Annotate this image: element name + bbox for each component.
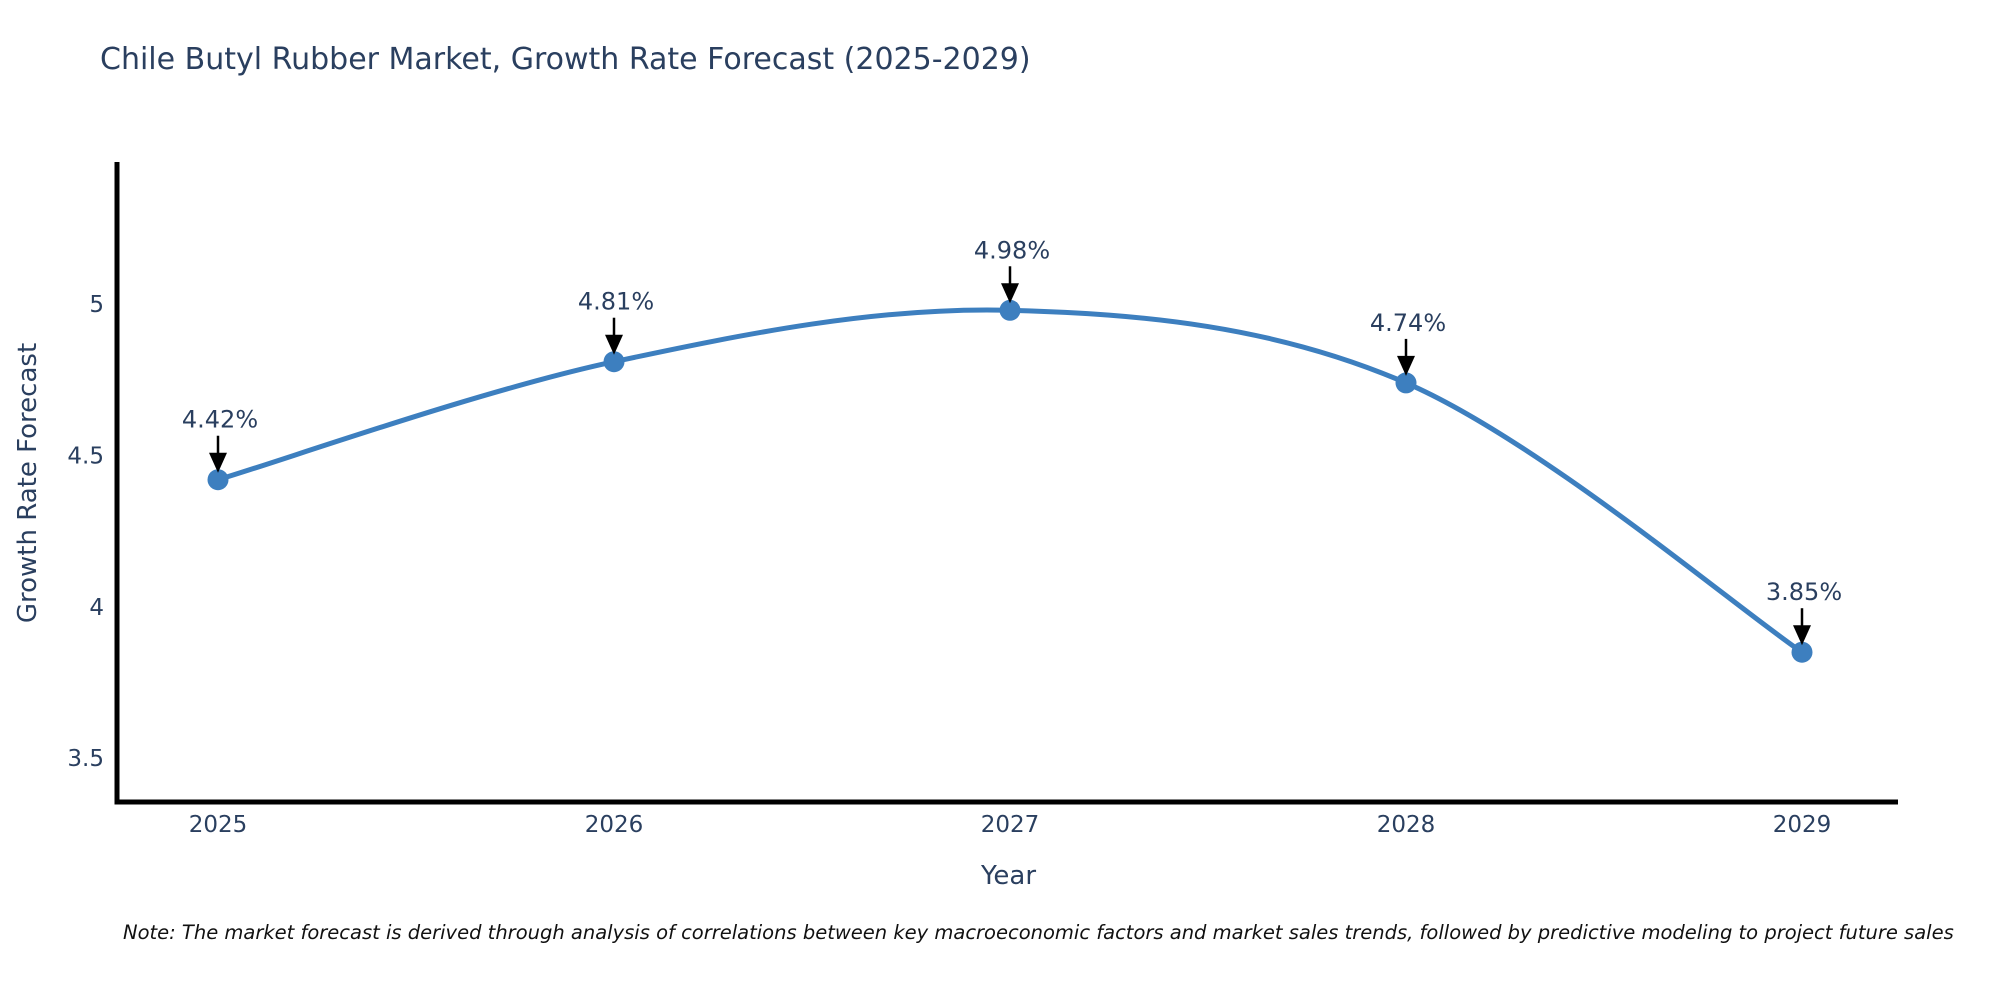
annotation-arrow-head bbox=[209, 452, 227, 473]
x-tick-label: 2028 bbox=[1377, 812, 1436, 838]
series-line bbox=[215, 307, 1805, 655]
data-point bbox=[1791, 641, 1813, 663]
data-point bbox=[603, 351, 625, 373]
x-tick-label: 2027 bbox=[981, 812, 1040, 838]
y-tick-label: 5 bbox=[89, 292, 104, 318]
annotation-arrow-head bbox=[1793, 625, 1811, 646]
chart-title: Chile Butyl Rubber Market, Growth Rate F… bbox=[100, 42, 1031, 77]
annotation-label: 4.42% bbox=[182, 406, 258, 434]
x-tick-label: 2026 bbox=[585, 812, 644, 838]
axis-lines bbox=[114, 162, 1898, 805]
footnote: Note: The market forecast is derived thr… bbox=[123, 921, 1954, 944]
annotation-label: 3.85% bbox=[1766, 578, 1842, 606]
y-tick-label: 4 bbox=[89, 595, 104, 621]
annotation-label: 4.81% bbox=[578, 288, 654, 316]
annotation-arrow-head bbox=[605, 334, 623, 355]
annotation-label: 4.74% bbox=[1370, 309, 1446, 337]
data-point bbox=[1395, 372, 1417, 394]
annotation-label: 4.98% bbox=[974, 236, 1050, 264]
data-point bbox=[999, 299, 1021, 321]
y-tick-label: 3.5 bbox=[67, 746, 104, 772]
y-tick-label: 4.5 bbox=[67, 444, 104, 470]
annotation-arrow-head bbox=[1001, 283, 1019, 304]
x-axis-title: Year bbox=[980, 861, 1037, 891]
annotation-arrow-head bbox=[1397, 355, 1415, 376]
x-tick-label: 2025 bbox=[189, 812, 248, 838]
data-point bbox=[207, 469, 229, 491]
x-tick-label: 2029 bbox=[1773, 812, 1832, 838]
